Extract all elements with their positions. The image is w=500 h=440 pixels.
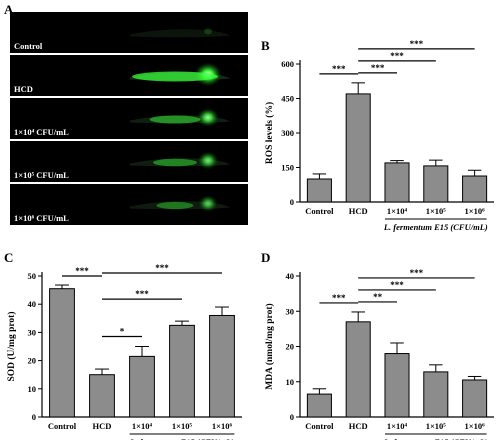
panel-letter-d: D bbox=[261, 250, 270, 265]
imaging-strip: 1×10⁴ CFU/mL bbox=[10, 98, 248, 139]
fluorescence-body bbox=[132, 71, 218, 82]
chart-mda: 0 10 20 30 40 MDA (nmol/mg prot) Control HCD 1×1… bbox=[264, 268, 494, 440]
bar bbox=[345, 93, 371, 203]
x-tick-label: 1×10⁴ bbox=[132, 421, 153, 431]
x-tick-label: 1×10⁵ bbox=[426, 421, 447, 431]
y-tick-label: 40 bbox=[286, 271, 295, 281]
significance-label: *** bbox=[135, 289, 149, 299]
strip-label: Control bbox=[14, 41, 43, 51]
bar bbox=[49, 288, 75, 418]
bar bbox=[423, 165, 449, 203]
imaging-strip: 1×10⁶ CFU/mL bbox=[10, 184, 248, 225]
group-label: L. fermentum E15 (CFU/mL) bbox=[383, 222, 488, 232]
imaging-panel: A Control HCD 1×10⁴ CFU/mL 1×10⁵ CFU/mL 1×10… bbox=[4, 2, 248, 225]
y-tick-label: 0 bbox=[32, 412, 36, 422]
fluorescence-spot bbox=[197, 108, 219, 127]
bar bbox=[209, 314, 235, 418]
y-tick-label: 150 bbox=[281, 163, 294, 173]
panel-letter-a: A bbox=[4, 2, 14, 17]
y-tick-label: 450 bbox=[281, 94, 294, 104]
group-label: L. fermentum E15 (CFU/mL) bbox=[383, 437, 488, 440]
significance-label: ** bbox=[373, 292, 383, 302]
x-tick-label: 1×10⁶ bbox=[465, 206, 486, 216]
y-tick-label: 300 bbox=[281, 128, 294, 138]
imaging-strip: HCD bbox=[10, 55, 248, 96]
bar bbox=[89, 374, 115, 418]
y-tick-label: 10 bbox=[28, 384, 37, 394]
y-axis-label: MDA (nmol/mg prot) bbox=[264, 303, 275, 389]
significance-label: *** bbox=[371, 63, 385, 73]
fluorescence-spot bbox=[198, 195, 218, 212]
x-tick-label: 1×10⁴ bbox=[387, 421, 408, 431]
panel-letter-b: B bbox=[261, 38, 270, 53]
strip-label: 1×10⁵ CFU/mL bbox=[14, 170, 69, 180]
fluorescence-spot bbox=[204, 28, 212, 35]
fluorescence-body bbox=[149, 115, 201, 124]
significance-label: *** bbox=[75, 266, 89, 276]
significance-label: *** bbox=[155, 263, 169, 273]
x-tick-label: 1×10⁵ bbox=[172, 421, 193, 431]
fluorescence-body bbox=[153, 158, 197, 167]
y-axis-label: ROS levels (%) bbox=[264, 102, 275, 164]
significance-label: *** bbox=[390, 51, 404, 61]
bar bbox=[129, 355, 155, 418]
x-tick-label: Control bbox=[48, 421, 77, 431]
significance-label: *** bbox=[390, 280, 404, 290]
strip-label: 1×10⁶ CFU/mL bbox=[14, 213, 69, 223]
x-tick-label: HCD bbox=[349, 206, 368, 216]
y-tick-label: 10 bbox=[286, 377, 295, 387]
bar bbox=[384, 162, 410, 203]
chart-ros-levels: 0 150 300 450 600 ROS levels (%) Control HCD 1×1… bbox=[264, 39, 494, 232]
bar bbox=[462, 379, 488, 418]
significance-label: *** bbox=[332, 64, 346, 74]
y-tick-label: 20 bbox=[286, 342, 295, 352]
panel-letter-c: C bbox=[4, 250, 13, 265]
strip-label: HCD bbox=[14, 84, 33, 94]
significance-label: * bbox=[120, 327, 125, 337]
y-axis-label: SOD (U/mg prot) bbox=[6, 311, 17, 381]
imaging-strip: 1×10⁵ CFU/mL bbox=[10, 141, 248, 182]
x-tick-label: 1×10⁵ bbox=[426, 206, 447, 216]
strip-label: 1×10⁴ CFU/mL bbox=[14, 127, 69, 137]
bar bbox=[306, 393, 332, 418]
y-tick-label: 30 bbox=[286, 306, 295, 316]
significance-label: *** bbox=[332, 293, 346, 303]
bar bbox=[423, 371, 449, 418]
bar bbox=[169, 324, 195, 418]
x-tick-label: HCD bbox=[93, 421, 112, 431]
y-tick-label: 20 bbox=[28, 356, 37, 366]
x-tick-label: 1×10⁶ bbox=[212, 421, 233, 431]
bar bbox=[462, 175, 488, 203]
imaging-strip: Control bbox=[10, 12, 248, 53]
y-tick-label: 0 bbox=[290, 412, 294, 422]
fluorescence-spot bbox=[197, 151, 219, 170]
y-tick-label: 40 bbox=[28, 299, 37, 309]
bar bbox=[345, 321, 371, 418]
y-tick-label: 600 bbox=[281, 59, 294, 69]
y-tick-label: 0 bbox=[290, 197, 294, 207]
x-tick-label: 1×10⁶ bbox=[465, 421, 486, 431]
significance-label: *** bbox=[410, 268, 424, 278]
bar bbox=[306, 178, 332, 203]
significance-label: *** bbox=[410, 39, 424, 49]
x-tick-label: Control bbox=[305, 206, 334, 216]
x-tick-label: HCD bbox=[349, 421, 368, 431]
chart-sod: 0 10 20 30 40 50 SOD (U/mg prot) Control HCD 1×10… bbox=[6, 263, 242, 440]
x-tick-label: 1×10⁴ bbox=[387, 206, 408, 216]
bar bbox=[384, 353, 410, 418]
y-tick-label: 50 bbox=[28, 271, 37, 281]
imaging-strips: Control HCD 1×10⁴ CFU/mL 1×10⁵ CFU/mL 1×10⁶ … bbox=[10, 12, 248, 225]
x-tick-label: Control bbox=[305, 421, 334, 431]
group-label: L. fermentum E15 (CFU/mL) bbox=[129, 437, 234, 440]
fluorescence-body bbox=[156, 201, 194, 210]
y-tick-label: 30 bbox=[28, 327, 37, 337]
